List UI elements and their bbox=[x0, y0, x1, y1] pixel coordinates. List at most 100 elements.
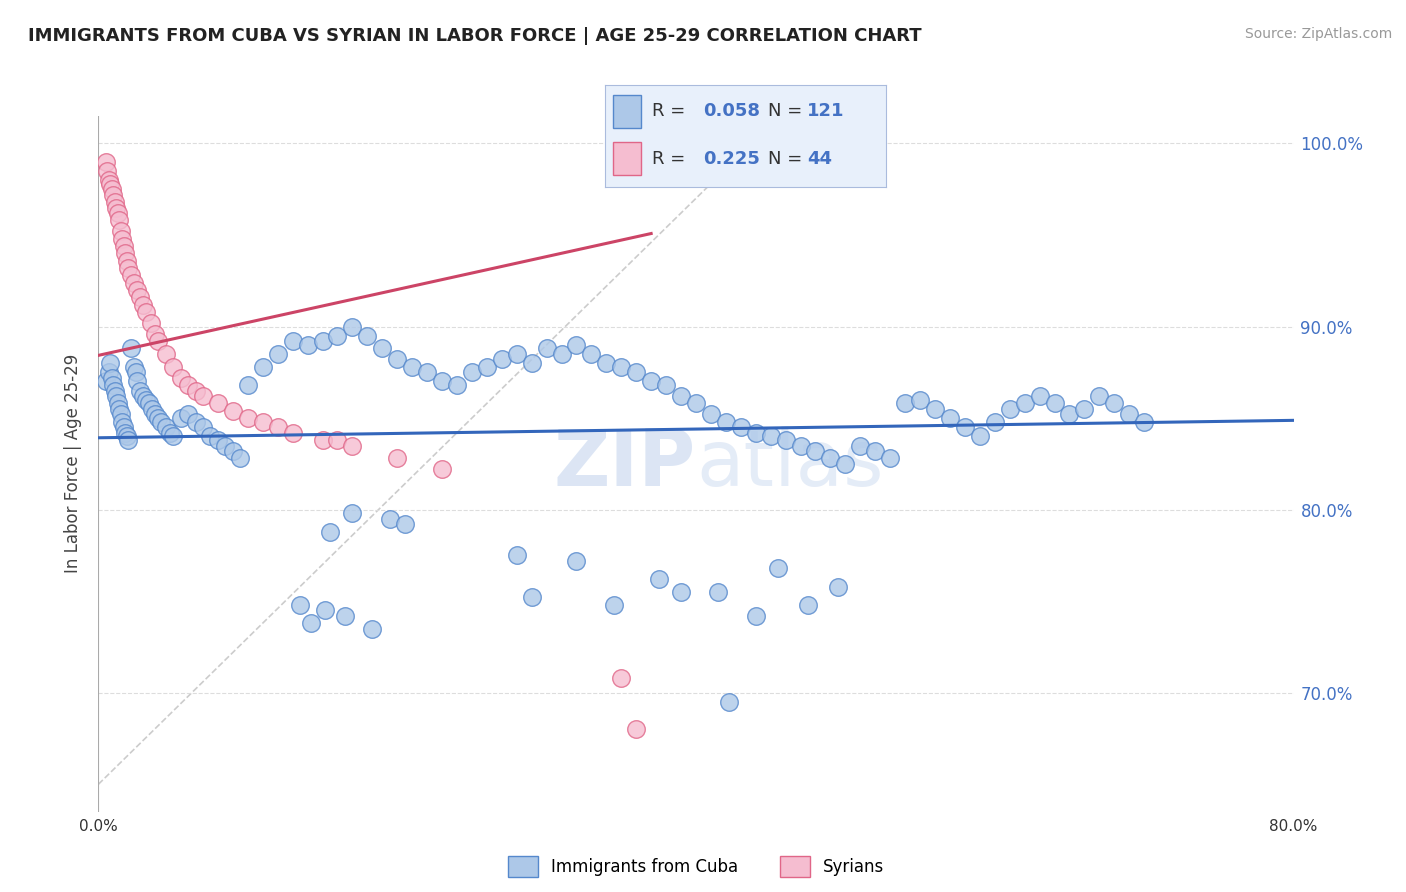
Point bbox=[717, 695, 740, 709]
Point bbox=[385, 451, 409, 466]
Point bbox=[162, 359, 184, 374]
Point bbox=[707, 585, 730, 599]
Point bbox=[97, 365, 120, 379]
Point bbox=[315, 603, 337, 617]
Point bbox=[700, 408, 723, 422]
Point bbox=[177, 408, 200, 422]
Text: IMMIGRANTS FROM CUBA VS SYRIAN IN LABOR FORCE | AGE 25-29 CORRELATION CHART: IMMIGRANTS FROM CUBA VS SYRIAN IN LABOR … bbox=[28, 27, 922, 45]
Point bbox=[207, 433, 229, 447]
Point bbox=[104, 194, 127, 209]
Point bbox=[162, 429, 184, 443]
Point bbox=[111, 415, 134, 429]
Point bbox=[155, 420, 177, 434]
Point bbox=[610, 359, 633, 374]
Text: Source: ZipAtlas.com: Source: ZipAtlas.com bbox=[1244, 27, 1392, 41]
Point bbox=[626, 723, 648, 737]
Point bbox=[640, 375, 662, 389]
Point bbox=[908, 392, 931, 407]
Point bbox=[108, 213, 131, 227]
Point bbox=[117, 433, 139, 447]
Point bbox=[378, 512, 401, 526]
Point bbox=[894, 396, 917, 410]
Point bbox=[371, 342, 394, 356]
Point bbox=[112, 239, 135, 253]
Point bbox=[669, 389, 692, 403]
Point bbox=[520, 356, 543, 370]
Point bbox=[446, 378, 468, 392]
Point bbox=[506, 347, 529, 361]
Point bbox=[105, 201, 128, 215]
Point bbox=[150, 415, 173, 429]
Point bbox=[550, 347, 572, 361]
Legend: Immigrants from Cuba, Syrians: Immigrants from Cuba, Syrians bbox=[501, 850, 891, 883]
Point bbox=[626, 365, 648, 379]
Point bbox=[125, 365, 148, 379]
Point bbox=[984, 415, 1007, 429]
Point bbox=[104, 384, 127, 398]
Point bbox=[356, 328, 378, 343]
Point bbox=[520, 591, 543, 605]
Point bbox=[127, 283, 149, 297]
Point bbox=[595, 356, 617, 370]
Point bbox=[998, 401, 1021, 416]
Point bbox=[281, 425, 304, 440]
Point bbox=[565, 554, 588, 568]
Point bbox=[191, 420, 214, 434]
Point bbox=[169, 371, 191, 385]
Point bbox=[184, 415, 207, 429]
Point bbox=[326, 433, 349, 447]
Point bbox=[138, 396, 160, 410]
Point bbox=[94, 375, 117, 389]
Point bbox=[342, 506, 364, 520]
Point bbox=[1028, 389, 1050, 403]
Point bbox=[491, 352, 513, 367]
Point bbox=[939, 411, 962, 425]
Point bbox=[97, 173, 120, 187]
Point bbox=[200, 429, 222, 443]
Point bbox=[117, 260, 139, 275]
Point bbox=[177, 378, 200, 392]
Point bbox=[1118, 408, 1140, 422]
Point bbox=[385, 352, 409, 367]
Point bbox=[1088, 389, 1111, 403]
Point bbox=[797, 598, 820, 612]
Point bbox=[603, 598, 626, 612]
Text: 44: 44 bbox=[807, 150, 832, 168]
Point bbox=[107, 206, 129, 220]
Point bbox=[319, 524, 342, 539]
Point bbox=[110, 408, 132, 422]
Point bbox=[953, 420, 976, 434]
Point bbox=[766, 561, 789, 575]
Point bbox=[969, 429, 991, 443]
Point bbox=[834, 457, 856, 471]
Point bbox=[103, 378, 125, 392]
Point bbox=[849, 438, 872, 452]
Point bbox=[129, 290, 152, 304]
Point bbox=[100, 177, 122, 191]
Point bbox=[148, 334, 170, 348]
Point bbox=[236, 378, 259, 392]
Point bbox=[143, 326, 166, 341]
Point bbox=[311, 433, 333, 447]
Point bbox=[184, 384, 207, 398]
Point bbox=[115, 253, 138, 268]
Point bbox=[111, 232, 134, 246]
Text: 0.225: 0.225 bbox=[703, 150, 759, 168]
Point bbox=[669, 585, 692, 599]
Text: R =: R = bbox=[652, 150, 692, 168]
Point bbox=[333, 608, 356, 623]
Point bbox=[207, 396, 229, 410]
Point bbox=[214, 438, 236, 452]
Point bbox=[360, 622, 382, 636]
Text: ZIP: ZIP bbox=[554, 425, 696, 502]
Text: atlas: atlas bbox=[696, 425, 883, 502]
Point bbox=[169, 411, 191, 425]
Point bbox=[132, 389, 155, 403]
Point bbox=[135, 305, 157, 319]
Bar bbox=[613, 95, 641, 128]
Point bbox=[103, 187, 125, 202]
Point bbox=[879, 451, 901, 466]
Point bbox=[827, 580, 849, 594]
Point bbox=[267, 347, 290, 361]
Point bbox=[311, 334, 333, 348]
